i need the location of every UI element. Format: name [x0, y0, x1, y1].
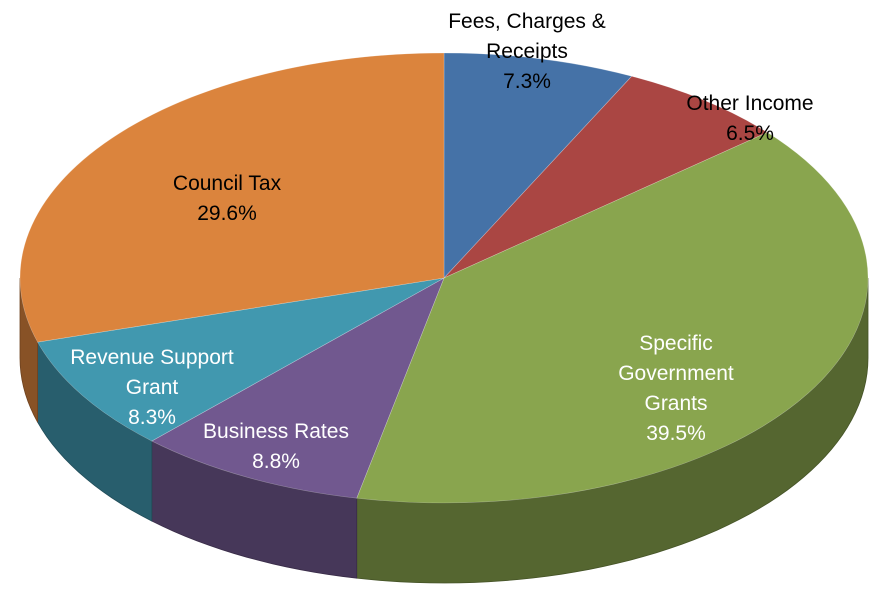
- pie-label-line: Council Tax: [173, 172, 282, 195]
- pie-label-other-income: Other Income 6.5%: [686, 92, 813, 145]
- pie-label-line: Other Income: [686, 92, 813, 115]
- pie-slice-specific-government-grants: [356, 132, 869, 504]
- pie-label-line: Business Rates: [203, 420, 349, 443]
- pie-label-revenue-support-grant: Revenue Support Grant 8.3%: [70, 346, 234, 429]
- pie-label-business-rates: Business Rates 8.8%: [203, 420, 349, 473]
- pie-side-walls: [19, 277, 869, 584]
- pie-label-line: Grant: [126, 376, 179, 399]
- pie-value-revenue-support-grant: 8.3%: [128, 406, 176, 429]
- pie-value-fees-charges-receipts: 7.3%: [503, 70, 551, 93]
- pie-value-other-income: 6.5%: [726, 122, 774, 145]
- pie-value-council-tax: 29.6%: [197, 202, 257, 225]
- pie-slice-revenue-support-grant: [37, 277, 445, 442]
- pie-label-fees-charges-receipts: Fees, Charges & Receipts 7.3%: [448, 10, 606, 93]
- pie-top-faces: [19, 52, 869, 504]
- pie-value-business-rates: 8.8%: [252, 450, 300, 473]
- pie-slice-business-rates: [151, 277, 445, 499]
- pie-label-council-tax: Council Tax 29.6%: [173, 172, 282, 225]
- pie-label-line: Fees, Charges &: [448, 10, 606, 33]
- pie-label-line: Receipts: [486, 40, 568, 63]
- pie-label-line: Specific: [639, 332, 713, 355]
- pie-label-line: Revenue Support: [70, 346, 234, 369]
- pie-labels: Fees, Charges & Receipts 7.3% Other Income 6…: [70, 10, 813, 473]
- pie-label-specific-government-grants: Specific Government Grants 39.5%: [618, 332, 734, 445]
- pie-value-specific-government-grants: 39.5%: [646, 422, 706, 445]
- pie-label-line: Grants: [644, 392, 707, 415]
- pie-slice-council-tax: [19, 52, 445, 343]
- pie-slice-other-income: [443, 75, 768, 279]
- pie-label-line: Government: [618, 362, 734, 385]
- pie-slice-fees-charges-receipts: [443, 52, 633, 279]
